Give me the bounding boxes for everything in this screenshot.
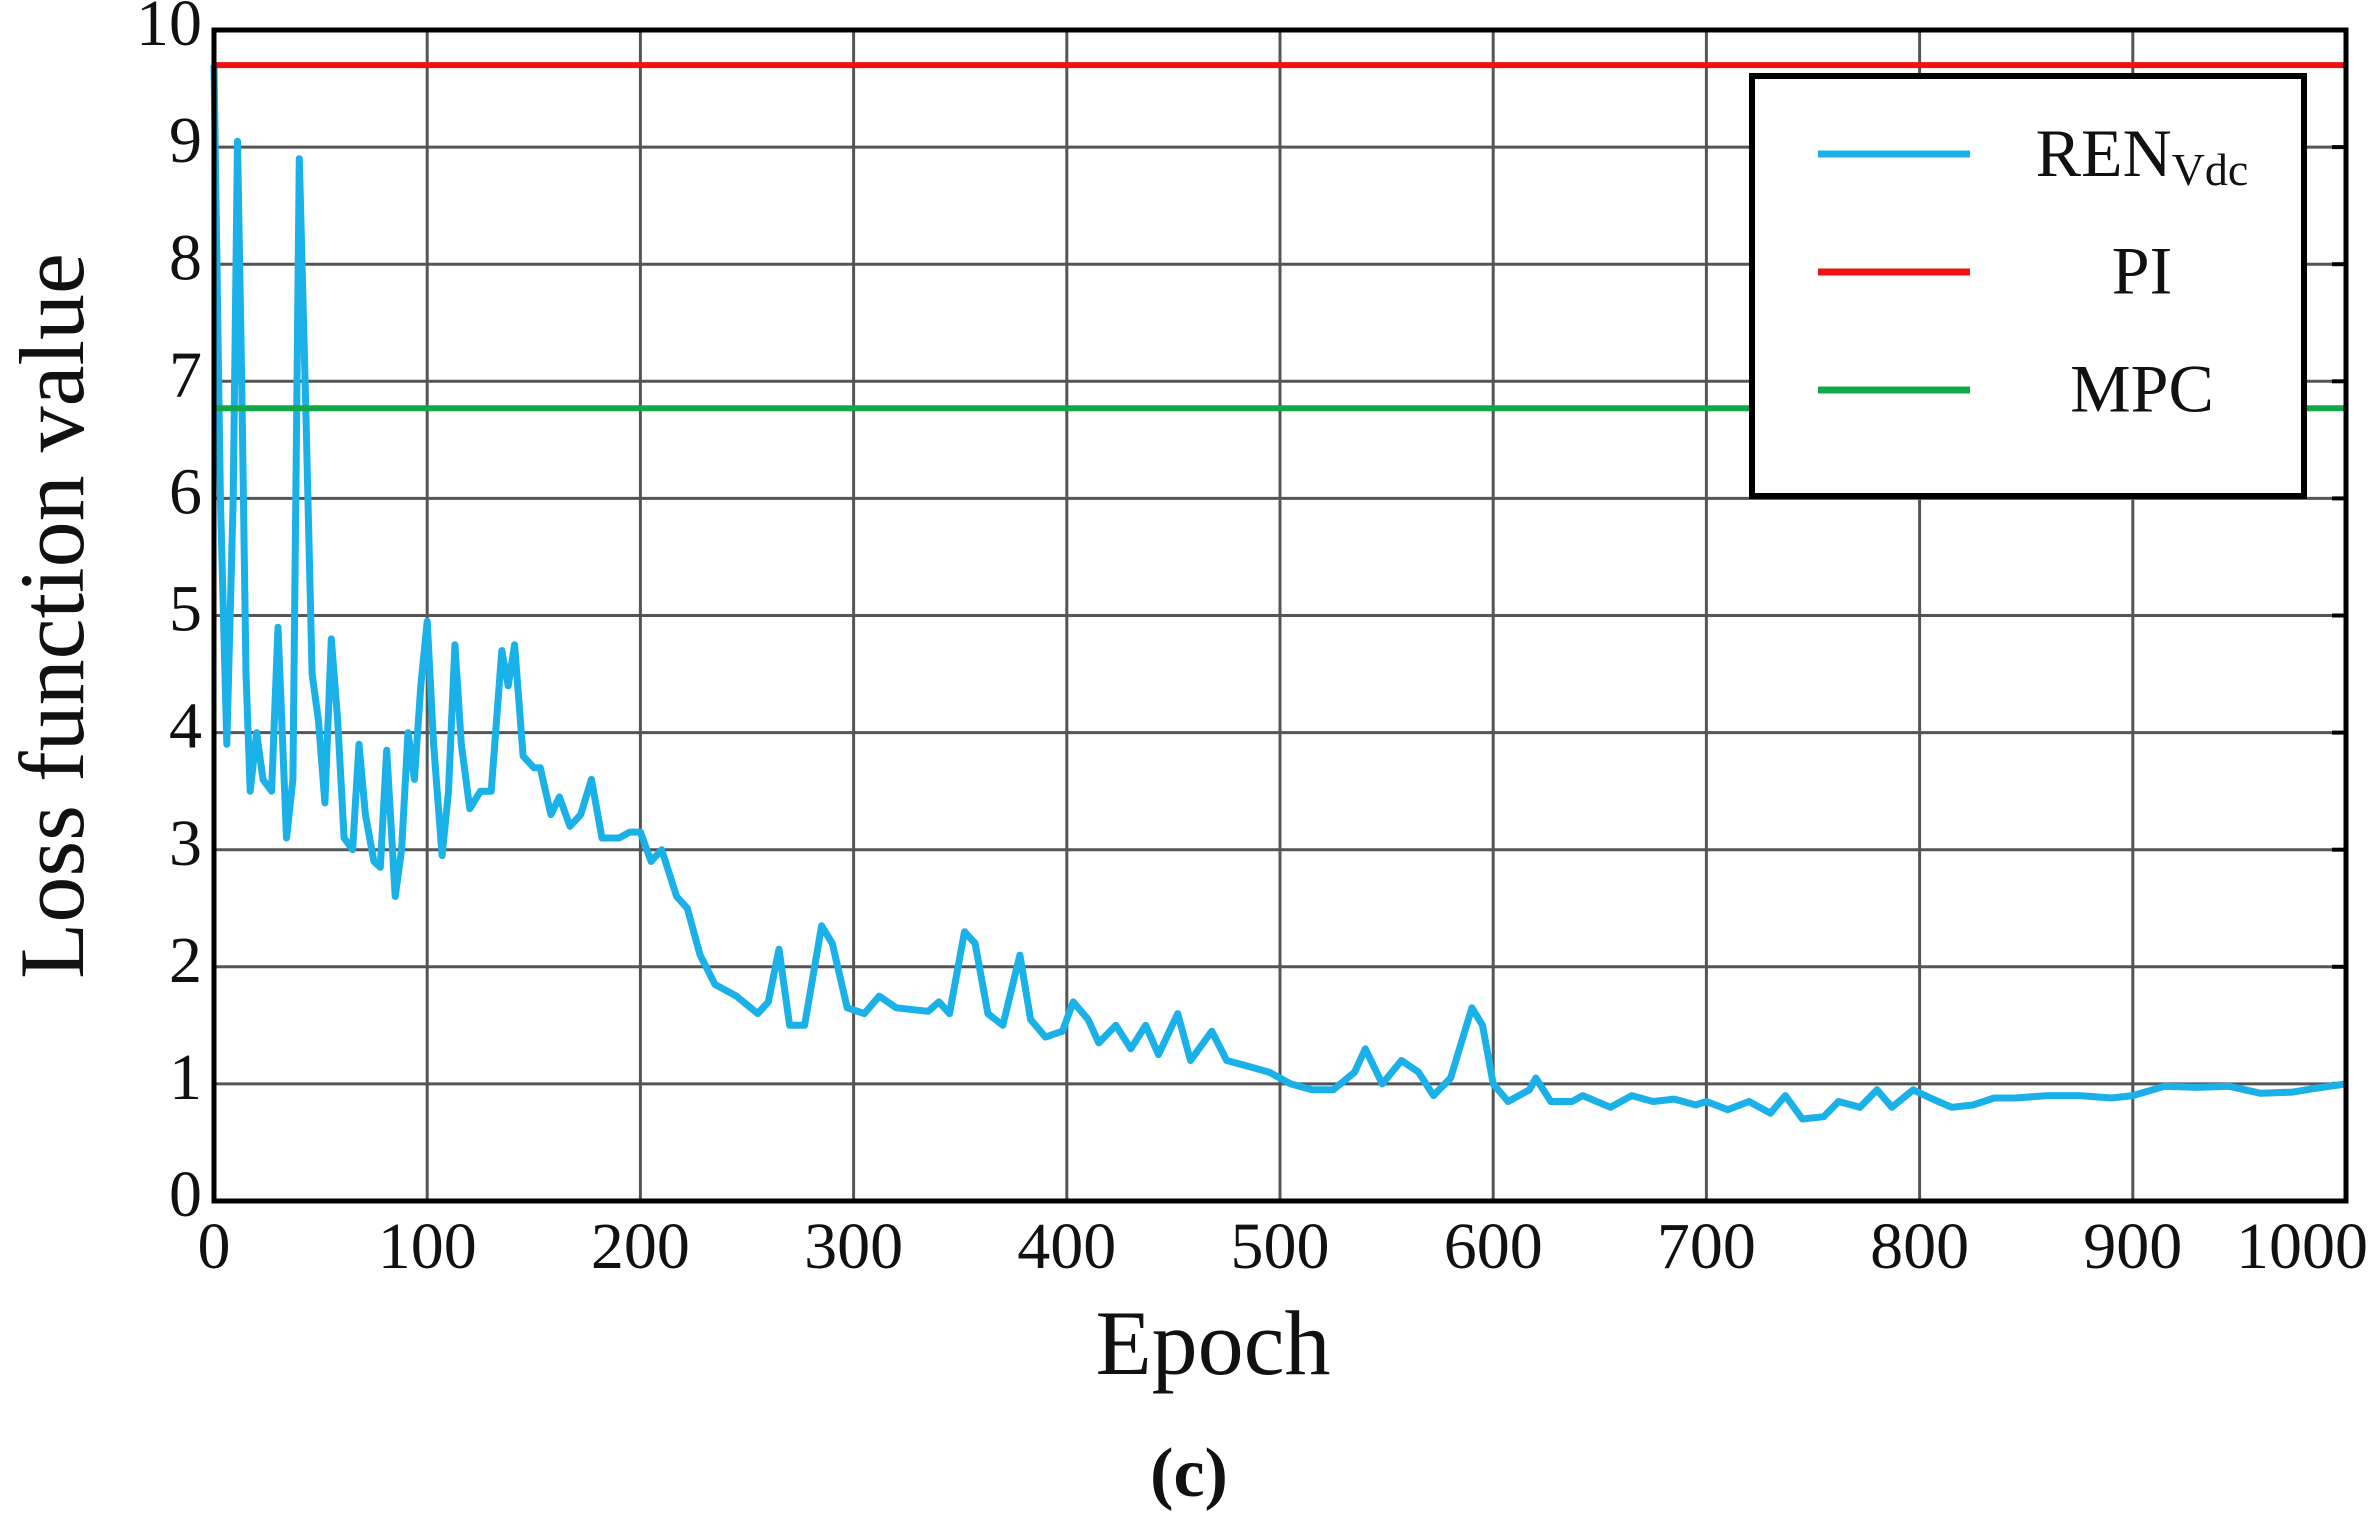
legend-label: MPC [2070,351,2214,427]
y-tick-label: 7 [169,338,202,411]
legend-label-sub: Vdc [2172,144,2249,195]
x-tick-label: 200 [591,1210,690,1283]
y-tick-label: 5 [169,573,202,646]
x-axis-label: Epoch [1095,1292,1330,1394]
y-tick-label: 0 [169,1158,202,1231]
x-tick-label: 500 [1231,1210,1330,1283]
series-line [210,65,2347,1123]
x-tick-label: 1000 [2236,1210,2368,1283]
x-tick-label: 0 [198,1210,231,1283]
y-tick-label: 4 [169,690,202,763]
x-tick-label: 700 [1657,1210,1756,1283]
x-tick-label: 600 [1444,1210,1543,1283]
caption: (c) [1150,1435,1228,1512]
legend-box [1749,73,2307,499]
x-tick-label: 800 [1870,1210,1969,1283]
y-tick-label: 1 [169,1041,202,1114]
x-tick-label: 100 [378,1210,477,1283]
y-tick-label: 6 [169,456,202,529]
y-tick-label: 10 [136,0,202,60]
x-tick-label: 300 [804,1210,903,1283]
y-tick-label: 2 [169,924,202,997]
legend-label: RENVdc [2036,115,2249,195]
y-tick-label: 9 [169,104,202,177]
y-tick-label: 8 [169,221,202,294]
x-tick-label: 400 [1017,1210,1116,1283]
legend-label: PI [2112,233,2172,309]
plot-frame [211,27,2349,1204]
x-tick-label: 900 [2083,1210,2182,1283]
y-axis-label: Loss function value [1,253,103,979]
legend-label-main: REN [2036,115,2172,191]
y-tick-label: 3 [169,807,202,880]
